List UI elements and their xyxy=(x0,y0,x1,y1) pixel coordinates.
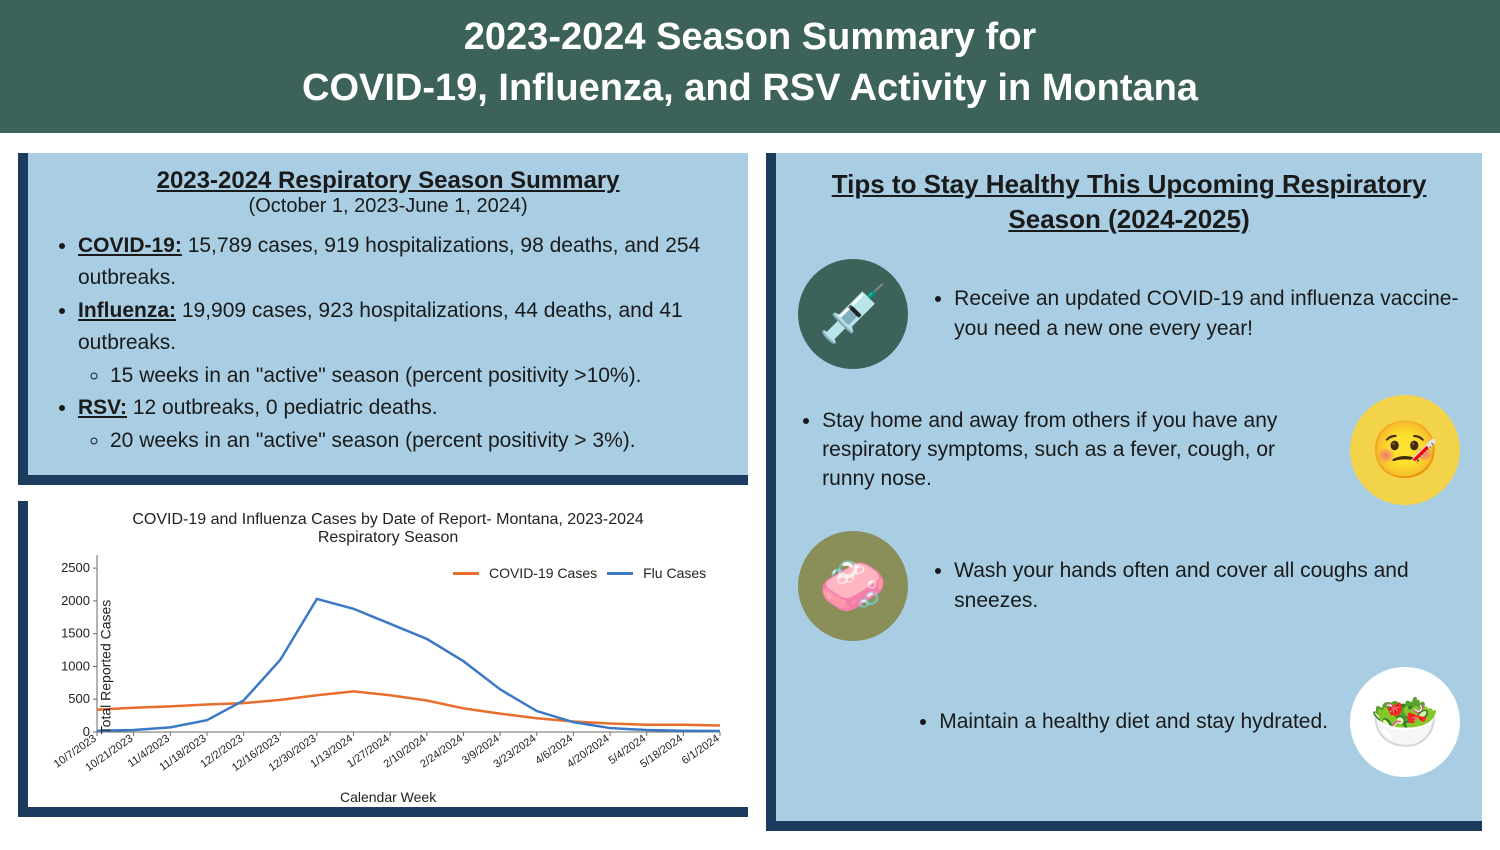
svg-text:2500: 2500 xyxy=(61,561,90,576)
tip-row: 🧼 Wash your hands often and cover all cou… xyxy=(798,531,1460,641)
title-line1: 2023-2024 Season Summary for xyxy=(464,16,1036,58)
svg-text:1500: 1500 xyxy=(61,626,90,641)
tip-row: 💉 Receive an updated COVID-19 and influen… xyxy=(798,259,1460,369)
tip-bullet: Maintain a healthy diet and stay hydrate… xyxy=(939,707,1328,736)
summary-item-influenza: Influenza: 19,909 cases, 923 hospitaliza… xyxy=(78,295,726,393)
chart-area: Total Reported Cases 0500100015002000250… xyxy=(42,547,734,787)
flu-sub: 15 weeks in an "active" season (percent … xyxy=(110,360,726,393)
svg-text:500: 500 xyxy=(68,692,90,707)
rsv-sub: 20 weeks in an "active" season (percent … xyxy=(110,425,726,458)
syringe-icon: 💉 xyxy=(798,259,908,369)
page-header: 2023-2024 Season Summary for COVID-19, I… xyxy=(0,0,1500,139)
right-column: Tips to Stay Healthy This Upcoming Respi… xyxy=(766,153,1482,831)
tip-row: 🥗 Maintain a healthy diet and stay hydrat… xyxy=(798,667,1460,777)
tip-bullet: Stay home and away from others if you ha… xyxy=(822,406,1328,494)
chart-title: COVID-19 and Influenza Cases by Date of … xyxy=(42,511,734,547)
chart-legend: COVID-19 Cases Flu Cases xyxy=(453,565,706,581)
svg-text:2000: 2000 xyxy=(61,593,90,608)
tip-bullet: Wash your hands often and cover all coug… xyxy=(954,556,1460,615)
legend-swatch-covid xyxy=(453,572,479,575)
chart-title-line1: COVID-19 and Influenza Cases by Date of … xyxy=(132,511,643,528)
tips-panel: Tips to Stay Healthy This Upcoming Respi… xyxy=(766,153,1482,831)
rsv-stats: 12 outbreaks, 0 pediatric deaths. xyxy=(127,396,438,419)
chart-xlabel: Calendar Week xyxy=(42,789,734,805)
page-title: 2023-2024 Season Summary for COVID-19, I… xyxy=(20,12,1480,115)
chart-ylabel: Total Reported Cases xyxy=(97,600,113,735)
chart-title-line2: Respiratory Season xyxy=(318,529,459,546)
cases-line-chart: 0500100015002000250010/7/202310/21/20231… xyxy=(42,547,734,787)
summary-item-rsv: RSV: 12 outbreaks, 0 pediatric deaths. 2… xyxy=(78,392,726,457)
left-column: 2023-2024 Respiratory Season Summary (Oc… xyxy=(18,153,748,831)
handwash-icon: 🧼 xyxy=(798,531,908,641)
tip-text: Stay home and away from others if you ha… xyxy=(798,406,1328,494)
legend-label-covid: COVID-19 Cases xyxy=(489,565,597,581)
summary-title: 2023-2024 Respiratory Season Summary xyxy=(50,167,726,195)
tip-text: Maintain a healthy diet and stay hydrate… xyxy=(915,707,1328,736)
sick-person-icon: 🤒 xyxy=(1350,395,1460,505)
summary-item-covid: COVID-19: 15,789 cases, 919 hospitalizat… xyxy=(78,230,726,295)
summary-panel: 2023-2024 Respiratory Season Summary (Oc… xyxy=(18,153,748,486)
covid-label: COVID-19: xyxy=(78,234,182,257)
tip-text: Receive an updated COVID-19 and influenz… xyxy=(930,284,1460,343)
title-line2: COVID-19, Influenza, and RSV Activity in… xyxy=(302,67,1198,109)
summary-list: COVID-19: 15,789 cases, 919 hospitalizat… xyxy=(50,230,726,458)
healthy-food-icon: 🥗 xyxy=(1350,667,1460,777)
tip-bullet: Receive an updated COVID-19 and influenz… xyxy=(954,284,1460,343)
tip-row: 🤒Stay home and away from others if you h… xyxy=(798,395,1460,505)
legend-label-flu: Flu Cases xyxy=(643,565,706,581)
flu-label: Influenza: xyxy=(78,299,176,322)
legend-swatch-flu xyxy=(607,572,633,575)
content-area: 2023-2024 Respiratory Season Summary (Oc… xyxy=(0,139,1500,845)
tips-title: Tips to Stay Healthy This Upcoming Respi… xyxy=(798,167,1460,237)
svg-text:6/1/2024: 6/1/2024 xyxy=(680,733,722,767)
chart-panel: COVID-19 and Influenza Cases by Date of … xyxy=(18,501,748,817)
svg-text:1000: 1000 xyxy=(61,659,90,674)
summary-date-range: (October 1, 2023-June 1, 2024) xyxy=(50,195,726,218)
rsv-label: RSV: xyxy=(78,396,127,419)
tips-list: 💉 Receive an updated COVID-19 and influen… xyxy=(798,259,1460,777)
tip-text: Wash your hands often and cover all coug… xyxy=(930,556,1460,615)
